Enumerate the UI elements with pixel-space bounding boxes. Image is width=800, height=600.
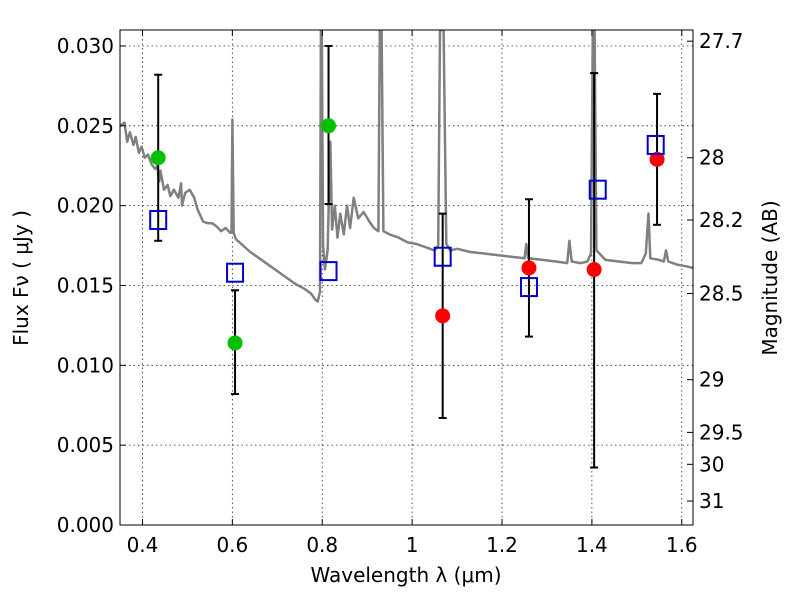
magnitude-tick-label: 29 <box>699 368 724 392</box>
y-tick-label: 0.005 <box>57 433 114 457</box>
grid-lines <box>120 30 693 525</box>
y-tick-label: 0.020 <box>57 194 114 218</box>
plot-frame <box>119 29 694 526</box>
model-photometry-square <box>149 210 168 231</box>
magnitude-tick-label: 27.7 <box>699 29 744 53</box>
model-photometry-square <box>519 277 538 298</box>
x-tick-label: 1 <box>406 533 419 557</box>
x-tick-label: 1.2 <box>486 533 518 557</box>
magnitude-tick-label: 28.5 <box>699 281 744 305</box>
red-data-point <box>521 260 537 276</box>
model-photometry-square <box>226 262 245 283</box>
spectrum-layer <box>120 30 693 303</box>
tick-marks <box>120 30 693 526</box>
x-tick-label: 1.4 <box>576 533 608 557</box>
y-tick-label: 0.000 <box>57 513 114 537</box>
red-data-point <box>586 262 602 278</box>
y-tick-label: 0.015 <box>57 273 114 297</box>
model-spectrum-line <box>120 30 693 303</box>
y-tick-label: 0.025 <box>57 114 114 138</box>
green-data-point <box>227 335 243 351</box>
magnitude-tick-label: 31 <box>699 489 724 513</box>
y-tick-label: 0.010 <box>57 353 114 377</box>
x-tick-label: 0.6 <box>216 533 248 557</box>
y-axis-right-label: Magnitude (AB) <box>758 200 782 355</box>
magnitude-tick-label: 28.2 <box>699 208 744 232</box>
model-photometry-square <box>319 261 338 282</box>
red-data-point <box>649 151 665 167</box>
magnitude-tick-label: 30 <box>699 452 724 476</box>
marker-layer <box>149 118 665 351</box>
model-photometry-square <box>646 134 665 155</box>
plot-area <box>120 30 693 525</box>
x-tick-label: 0.4 <box>127 533 159 557</box>
y-axis-label: Flux Fν ( μJy ) <box>9 210 33 346</box>
green-data-point <box>150 150 166 166</box>
tick-labels: 0.4 0.6 0.8 1 1.2 1.4 1.6 0.000 0.005 0.010 0.015 0… <box>57 29 744 557</box>
model-photometry-square <box>433 246 452 267</box>
magnitude-tick-label: 28 <box>699 146 724 170</box>
x-tick-label: 1.6 <box>666 533 698 557</box>
x-tick-label: 0.8 <box>306 533 338 557</box>
red-data-point <box>435 308 451 324</box>
magnitude-tick-label: 29.5 <box>699 420 744 444</box>
y-tick-label: 0.030 <box>57 34 114 58</box>
x-axis-label: Wavelength λ (μm) <box>310 563 501 587</box>
model-photometry-square <box>588 179 607 200</box>
green-data-point <box>321 118 337 134</box>
